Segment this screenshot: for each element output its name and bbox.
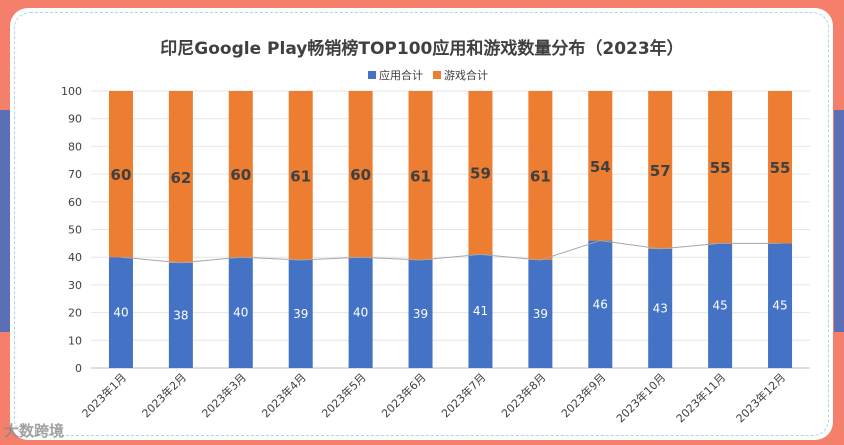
x-tick-label: 2023年4月	[259, 370, 309, 420]
bar-apps-2	[168, 262, 193, 368]
bar-apps-8	[528, 259, 553, 368]
y-tick-label: 70	[68, 168, 82, 181]
x-tick-label: 2023年3月	[199, 370, 249, 420]
panel-dashed-border	[14, 12, 829, 436]
y-tick-label: 40	[68, 251, 82, 264]
data-label-apps: 40	[233, 306, 248, 320]
bar-games-8	[528, 91, 553, 260]
x-tick-label: 2023年12月	[733, 370, 788, 425]
data-label-games: 60	[350, 166, 371, 184]
x-tick-label: 2023年5月	[319, 370, 369, 420]
legend-label-1: 应用合计	[379, 68, 423, 82]
y-tick-label: 30	[68, 279, 82, 292]
x-tick-label: 2023年7月	[438, 370, 488, 420]
data-label-apps: 40	[113, 306, 128, 320]
data-label-games: 60	[230, 166, 251, 184]
bar-apps-7	[468, 254, 493, 368]
data-label-apps: 39	[413, 307, 428, 321]
chart-title: 印尼Google Play畅销榜TOP100应用和游戏数量分布（2023年）	[160, 38, 683, 59]
left-side-band	[0, 110, 10, 332]
y-tick-label: 0	[75, 362, 82, 375]
data-label-apps: 39	[293, 307, 308, 321]
data-label-games: 60	[111, 166, 132, 184]
x-tick-label: 2023年1月	[79, 370, 129, 420]
legend-swatch-2	[433, 71, 441, 79]
bar-apps-11	[708, 243, 733, 368]
y-tick-label: 80	[68, 140, 82, 153]
bar-apps-9	[588, 240, 613, 368]
y-tick-label: 90	[68, 113, 82, 126]
bar-games-1	[108, 91, 133, 258]
x-tick-label: 2023年8月	[498, 370, 548, 420]
apps-trend-line	[120, 240, 781, 264]
data-label-apps: 46	[593, 297, 608, 311]
data-label-games: 62	[170, 169, 191, 187]
data-label-games: 59	[470, 165, 491, 183]
bar-apps-10	[648, 248, 673, 368]
bar-apps-6	[408, 259, 433, 368]
right-side-band	[834, 110, 844, 332]
bar-games-6	[408, 91, 433, 260]
data-label-games: 57	[650, 162, 671, 180]
data-label-games: 55	[710, 159, 731, 177]
x-tick-label: 2023年11月	[673, 370, 728, 425]
data-label-games: 55	[770, 159, 791, 177]
x-tick-label: 2023年10月	[613, 370, 668, 425]
bar-apps-4	[288, 259, 313, 368]
data-label-apps: 39	[533, 307, 548, 321]
x-tick-label: 2023年6月	[378, 370, 428, 420]
data-label-games: 61	[410, 167, 431, 185]
x-tick-label: 2023年9月	[558, 370, 608, 420]
data-label-games: 61	[530, 167, 551, 185]
y-tick-label: 10	[68, 334, 82, 347]
bar-games-7	[468, 91, 493, 255]
x-tick-label: 2023年2月	[139, 370, 189, 420]
watermark-text: 大数跨境	[4, 422, 65, 440]
bar-games-4	[288, 91, 313, 260]
bar-games-9	[588, 91, 613, 241]
data-label-apps: 41	[473, 304, 488, 318]
y-tick-label: 20	[68, 307, 82, 320]
legend-label-2: 游戏合计	[444, 68, 488, 82]
data-label-apps: 40	[353, 306, 368, 320]
legend-swatch-1	[368, 71, 376, 79]
bar-apps-1	[108, 257, 133, 368]
bar-apps-3	[228, 257, 253, 368]
bar-games-3	[228, 91, 253, 258]
y-tick-label: 50	[68, 224, 82, 237]
y-tick-label: 100	[61, 85, 82, 98]
bar-apps-5	[348, 257, 373, 368]
data-label-apps: 45	[712, 299, 727, 313]
data-label-apps: 43	[653, 301, 668, 315]
bar-games-11	[708, 91, 733, 244]
y-tick-label: 60	[68, 196, 82, 209]
bar-games-12	[768, 91, 793, 244]
data-label-apps: 38	[173, 308, 188, 322]
bar-games-10	[648, 91, 673, 249]
bar-games-5	[348, 91, 373, 258]
bar-games-2	[168, 91, 193, 263]
data-label-games: 54	[590, 158, 611, 176]
data-label-apps: 45	[772, 299, 787, 313]
data-label-games: 61	[290, 167, 311, 185]
bar-apps-12	[768, 243, 793, 368]
